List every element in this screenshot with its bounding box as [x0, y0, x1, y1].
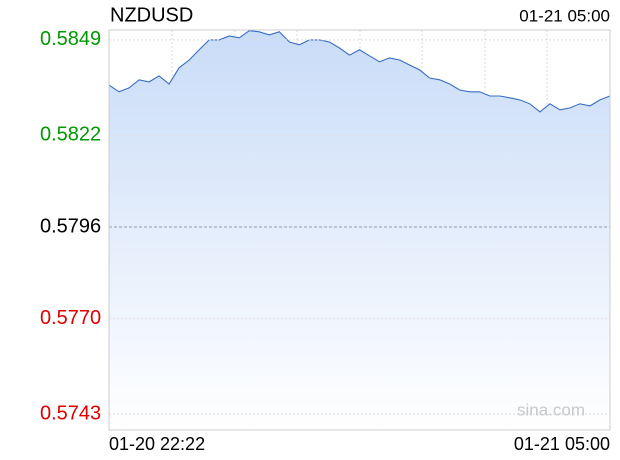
time-label: 01-21 05:00: [519, 6, 610, 25]
y-tick-label: 0.5849: [40, 28, 101, 50]
price-line: [108, 30, 611, 113]
watermark: sina.com: [517, 400, 585, 419]
price-area: [109, 30, 610, 430]
plot-frame: [108, 29, 611, 431]
x-tick-label: 01-20 22:22: [109, 434, 205, 454]
y-tick-label: 0.5770: [40, 307, 101, 329]
chart-title: NZDUSD: [110, 4, 193, 26]
y-tick-label: 0.5822: [40, 123, 101, 145]
y-tick-label: 0.5796: [40, 215, 101, 237]
y-tick-label: 0.5743: [40, 402, 101, 424]
x-tick-label: 01-21 05:00: [514, 434, 610, 454]
